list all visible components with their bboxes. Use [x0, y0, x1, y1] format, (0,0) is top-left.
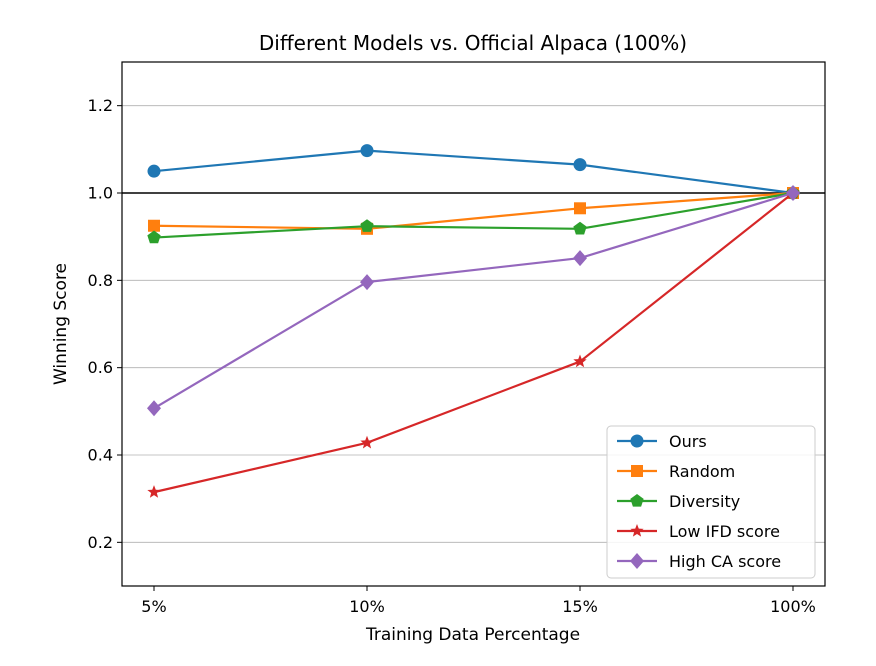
- legend-marker: [630, 524, 644, 537]
- plot-frame: [121, 61, 826, 587]
- legend: Ours Random Diversity Low IFD score High CA …: [606, 425, 816, 579]
- legend-label: Diversity: [669, 492, 740, 511]
- data-point: [360, 435, 374, 449]
- data-point: [147, 485, 161, 498]
- legend-label: High CA score: [669, 552, 781, 571]
- data-point: [573, 354, 587, 368]
- data-point: [147, 164, 161, 178]
- legend-label: Ours: [669, 432, 707, 451]
- x-tick-label: 10%: [349, 597, 385, 616]
- chart-title: Different Models vs. Official Alpaca (10…: [259, 31, 687, 55]
- legend-label: Low IFD score: [669, 522, 780, 541]
- data-point: [786, 185, 800, 201]
- x-axis-label: Training Data Percentage: [365, 625, 580, 645]
- data-point: [573, 250, 587, 267]
- grid-layer: [122, 105, 825, 543]
- series-line: [153, 191, 794, 230]
- data-point: [573, 221, 587, 235]
- ticks-layer: 0.2 0.4 0.6 0.8 1.0 1.2 5% 10% 15% 100%: [88, 96, 816, 616]
- x-tick-label: 5%: [141, 597, 166, 616]
- series-ours: [147, 144, 800, 200]
- data-point: [360, 274, 374, 291]
- x-tick-label: 15%: [562, 597, 598, 616]
- data-point: [147, 400, 161, 417]
- legend-entry: Low IFD score: [617, 522, 780, 541]
- series-line: [153, 191, 794, 410]
- y-tick-label: 0.8: [88, 271, 113, 290]
- y-tick-label: 1.2: [88, 96, 113, 115]
- legend-label: Random: [669, 462, 735, 481]
- legend-marker: [630, 434, 644, 448]
- legend-marker: [630, 553, 644, 569]
- y-tick-label: 0.6: [88, 358, 113, 377]
- legend-marker: [631, 465, 643, 477]
- y-tick-label: 0.2: [88, 533, 113, 552]
- series-line: [153, 192, 794, 494]
- series-diversity: [147, 186, 800, 244]
- y-tick-label: 0.4: [88, 446, 113, 465]
- series-layer: [147, 144, 800, 498]
- legend-entry: Random: [617, 462, 735, 481]
- legend-box: [606, 425, 816, 579]
- x-tick-label: 100%: [770, 597, 816, 616]
- data-point: [574, 202, 586, 215]
- legend-entry: High CA score: [617, 552, 781, 571]
- data-point: [360, 219, 374, 232]
- series-high-ca-score: [147, 185, 800, 417]
- series-line: [153, 149, 794, 195]
- legend-marker: [630, 494, 644, 507]
- y-tick-label: 1.0: [88, 184, 113, 203]
- series-line: [153, 191, 794, 239]
- data-point: [147, 230, 161, 244]
- y-axis-label: Winning Score: [51, 263, 71, 385]
- data-point: [360, 144, 374, 158]
- data-point: [148, 219, 160, 232]
- legend-entry: Ours: [617, 432, 707, 451]
- legend-entry: Diversity: [617, 492, 740, 511]
- data-point: [573, 158, 587, 172]
